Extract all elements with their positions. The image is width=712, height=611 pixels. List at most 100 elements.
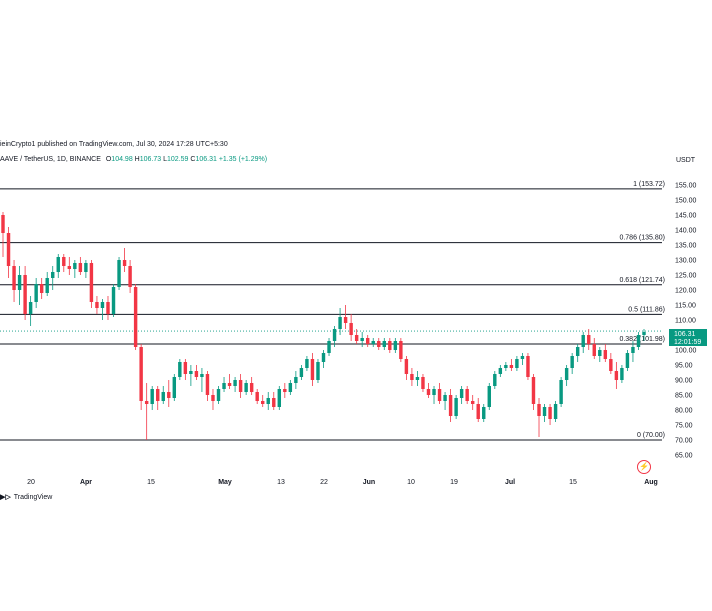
candle-body <box>51 272 55 278</box>
candle-body <box>581 335 585 347</box>
fib-label-0.786: 0.786 (135.80) <box>619 235 665 242</box>
symbol-name: AAVE / TetherUS, 1D, BINANCE <box>0 156 101 163</box>
candle-body <box>548 407 552 419</box>
candle-body <box>23 275 27 314</box>
candle-body <box>354 335 359 341</box>
x-tick-label: May <box>218 479 232 486</box>
y-tick-label: 135.00 <box>675 243 697 250</box>
candle-body <box>493 374 497 386</box>
fib-label-0.618: 0.618 (121.74) <box>619 277 665 284</box>
candle-body <box>255 392 259 401</box>
candle-body <box>509 365 514 368</box>
x-tick-label: 22 <box>320 479 328 486</box>
y-tick-label: 100.00 <box>675 348 697 355</box>
x-tick-label: 10 <box>407 479 415 486</box>
y-tick-label: 120.00 <box>675 288 697 295</box>
y-tick-label: 110.00 <box>675 318 696 325</box>
candle-body <box>360 338 364 341</box>
y-tick-label: 155.00 <box>675 183 697 190</box>
candle-body <box>404 359 409 374</box>
y-tick-label: 140.00 <box>675 228 697 235</box>
candle-body <box>592 344 596 356</box>
candle-body <box>504 365 508 368</box>
y-tick-label: 75.00 <box>675 423 693 430</box>
open-label: O <box>105 156 112 163</box>
candle-body <box>310 359 315 380</box>
brand-name: TradingView <box>13 494 53 501</box>
x-tick-label: Jun <box>363 479 375 486</box>
lightning-icon[interactable]: ⚡ <box>637 460 651 474</box>
high-value: 106.73 <box>139 156 162 163</box>
candle-body <box>520 356 525 359</box>
candle-body <box>39 284 44 293</box>
candle-body <box>465 389 469 401</box>
candle-body <box>365 338 370 344</box>
candle-body <box>211 395 215 401</box>
tradingview-brand: ▶▷ TradingView <box>0 493 52 501</box>
y-tick-label: 85.00 <box>675 393 693 400</box>
candle-body <box>17 275 22 290</box>
candle-body <box>426 389 431 395</box>
candle-body <box>128 266 132 287</box>
candle-body <box>620 368 624 380</box>
candle-body <box>1 215 5 233</box>
candle-body <box>432 389 436 395</box>
fib-levels-layer: 1 (153.72) 0.786 (135.80) 0.618 (121.74) 0.… <box>0 181 665 441</box>
x-tick-label: 15 <box>147 479 155 486</box>
candle-body <box>62 257 66 266</box>
candle-body <box>117 260 121 287</box>
candle-body <box>476 404 480 419</box>
candle-body <box>139 347 143 401</box>
candle-body <box>487 386 491 407</box>
candle-body <box>609 359 613 371</box>
candle-body <box>377 341 381 347</box>
candle-body <box>470 401 475 404</box>
x-tick-label: 19 <box>450 479 458 486</box>
candle-body <box>625 353 630 368</box>
close-label: C <box>190 156 196 163</box>
price-badge-bg <box>669 329 707 346</box>
candle-body <box>200 374 204 377</box>
candle-body <box>238 380 243 392</box>
y-tick-label: 80.00 <box>675 408 693 415</box>
candle-body <box>526 356 530 377</box>
candle-body <box>233 380 237 386</box>
candle-body <box>332 329 337 341</box>
currency-label: USDT <box>676 157 696 164</box>
candle-body <box>382 341 386 347</box>
y-tick-label: 125.00 <box>675 273 697 280</box>
candle-body <box>167 392 171 398</box>
candle-body <box>454 398 458 416</box>
candle-body <box>415 377 420 380</box>
y-tick-label: 95.00 <box>675 363 693 370</box>
y-tick-label: 150.00 <box>675 198 697 205</box>
high-label: H <box>134 156 140 163</box>
candle-body <box>56 257 60 272</box>
candle-body <box>575 347 580 356</box>
candle-body <box>388 341 392 350</box>
candle-body <box>343 317 348 323</box>
candle-body <box>288 383 293 392</box>
candle-body <box>542 407 547 416</box>
time-axis[interactable]: 20 Apr 15 May 13 22 Jun 10 19 Jul 15 Aug <box>27 479 658 486</box>
candle-body <box>321 353 326 362</box>
low-label: L <box>163 156 168 163</box>
candle-body <box>598 350 602 356</box>
candle-body <box>316 362 320 380</box>
candle-body <box>515 359 519 368</box>
candle-body <box>178 362 182 377</box>
candle-body <box>587 335 591 344</box>
candle-body <box>338 317 342 329</box>
candle-body <box>371 341 375 344</box>
candle-body <box>161 392 165 401</box>
x-tick-label: Jul <box>505 479 515 486</box>
price-axis[interactable]: 155.00 150.00 145.00 140.00 135.00 130.00 125.… <box>675 183 697 460</box>
candle-body <box>34 284 38 302</box>
change-value: +1.35 (+1.29%) <box>218 156 268 163</box>
candle-body <box>261 401 265 404</box>
candle-body <box>45 278 49 293</box>
candle-body <box>106 302 110 314</box>
y-tick-label: 70.00 <box>675 438 693 445</box>
candle-body <box>448 395 453 416</box>
